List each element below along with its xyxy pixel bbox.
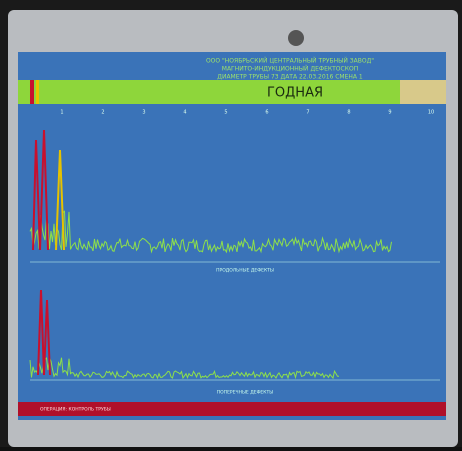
scale-label: 3	[142, 110, 145, 116]
hp-logo	[288, 30, 304, 46]
scale-label: 10	[428, 110, 434, 116]
scale-label: 7	[306, 110, 309, 116]
page: ООО "НОЯБРЬСКИЙ ЦЕНТРАЛЬНЫЙ ТРУБНЫЙ ЗАВО…	[0, 0, 462, 447]
header-line: ООО "НОЯБРЬСКИЙ ЦЕНТРАЛЬНЫЙ ТРУБНЫЙ ЗАВО…	[206, 58, 374, 65]
photo: ООО "НОЯБРЬСКИЙ ЦЕНТРАЛЬНЫЙ ТРУБНЫЙ ЗАВО…	[0, 0, 462, 447]
scale-label: 8	[347, 110, 350, 116]
footer-text: ОПЕРАЦИЯ: КОНТРОЛЬ ТРУБЫ	[40, 407, 111, 413]
status-label: ГОДНАЯ	[267, 86, 323, 101]
scale-label: 4	[183, 110, 186, 116]
header-line: ДИАМЕТР ТРУБЫ 73 ДАТА 22.03.2016 СМЕНА 1	[217, 74, 363, 81]
header-line: МАГНИТО-ИНДУКЦИОННЫЙ ДЕФЕКТОСКОП	[222, 66, 358, 73]
band-marker	[30, 80, 34, 104]
screen	[18, 52, 446, 420]
status-band	[18, 80, 446, 104]
upper-caption: ПРОДОЛЬНЫЕ ДЕФЕКТЫ	[216, 268, 274, 274]
scale-label: 2	[101, 110, 104, 116]
lower-caption: ПОПЕРЕЧНЫЕ ДЕФЕКТЫ	[217, 390, 273, 396]
scale-label: 6	[265, 110, 268, 116]
band-marker	[36, 80, 39, 104]
scale-label: 9	[388, 110, 391, 116]
scale-label: 5	[224, 110, 227, 116]
band-end	[400, 80, 446, 104]
scale-label: 1	[60, 110, 63, 116]
